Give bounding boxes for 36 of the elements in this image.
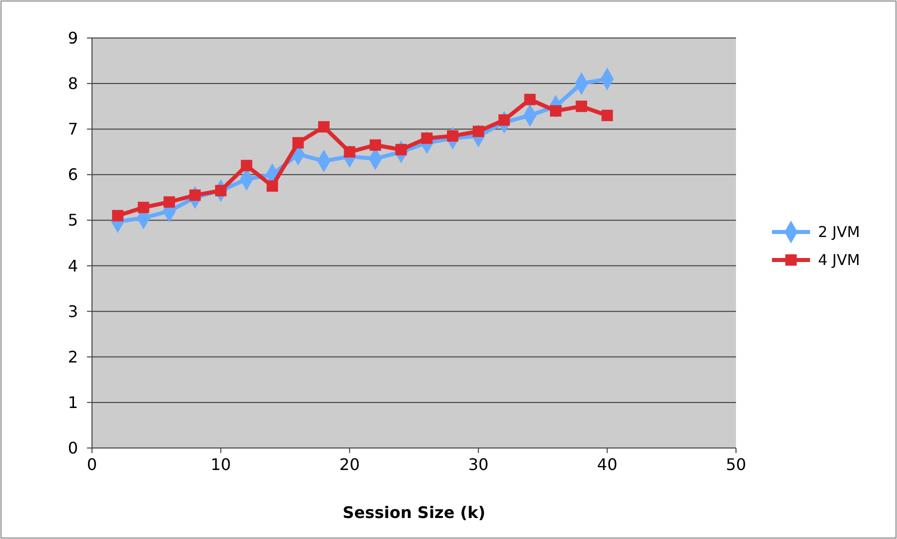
x-tick-label: 0 [86,455,98,474]
point [266,180,278,192]
y-tick-label: 1 [68,392,78,412]
x-tick-label: 30 [468,455,489,474]
legend-label: 2 JVM [818,223,860,241]
point [446,130,458,142]
y-tick-label: 0 [68,438,78,458]
point [164,196,175,208]
x-tick-label: 10 [210,455,231,474]
point [138,202,150,214]
point [292,137,304,148]
point [370,139,382,151]
point [421,132,433,144]
y-tick-label: 8 [68,74,78,94]
x-tick-label: 40 [597,455,618,474]
point [472,126,484,138]
y-tick-label: 2 [68,347,78,366]
point [189,189,201,201]
point [602,110,613,122]
y-tick-label: 6 [68,165,78,184]
y-tick-label: 4 [68,256,78,276]
legend-label: 4 JVM [818,251,860,269]
point [576,100,588,112]
point [498,114,510,126]
y-tick-label: 9 [68,28,78,48]
point [318,121,330,133]
x-axis-title: Session Size (k) [342,503,486,522]
x-tick-label: 50 [726,455,746,474]
y-tick-label: 5 [68,210,78,230]
y-tick-label: 3 [68,302,78,321]
x-tick-label: 20 [339,455,360,474]
point [524,94,536,106]
point [344,146,356,158]
point [240,160,252,172]
point [112,210,124,222]
y-tick-label: 7 [68,120,78,139]
